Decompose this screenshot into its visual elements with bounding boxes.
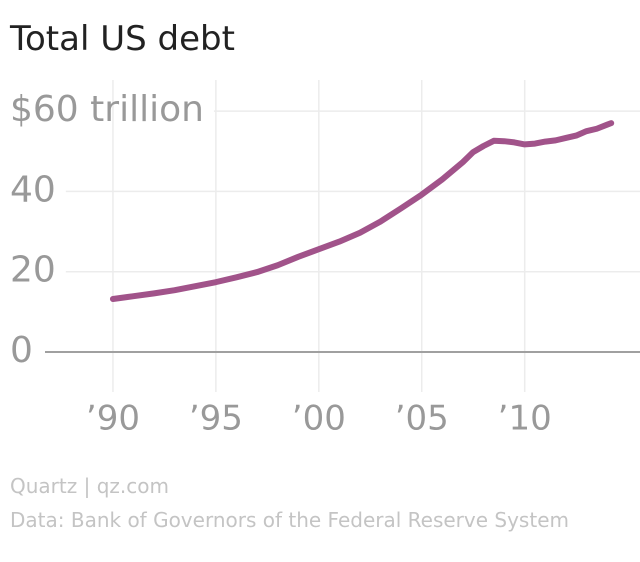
x-tick-label: ’95 bbox=[189, 399, 243, 439]
y-tick-label: 0 bbox=[10, 330, 33, 371]
chart: Total US debt ’90 ’95 ’00 ’05 ’10 0 20 40 $60 tr… bbox=[9, 19, 640, 439]
y-tick-label: 40 bbox=[10, 169, 56, 210]
y-tick-label: 20 bbox=[10, 250, 56, 291]
x-tick-label: ’10 bbox=[498, 399, 552, 439]
source: Quartz | qz.com bbox=[10, 474, 169, 498]
x-tick-label: ’90 bbox=[86, 399, 140, 439]
chart-title: Total US debt bbox=[9, 19, 235, 59]
x-tick-label: ’05 bbox=[395, 399, 449, 439]
note: Data: Bank of Governors of the Federal R… bbox=[10, 508, 569, 532]
x-tick-label: ’00 bbox=[292, 399, 346, 439]
data-line bbox=[109, 120, 615, 302]
y-tick-label: $60 trillion bbox=[10, 89, 204, 130]
